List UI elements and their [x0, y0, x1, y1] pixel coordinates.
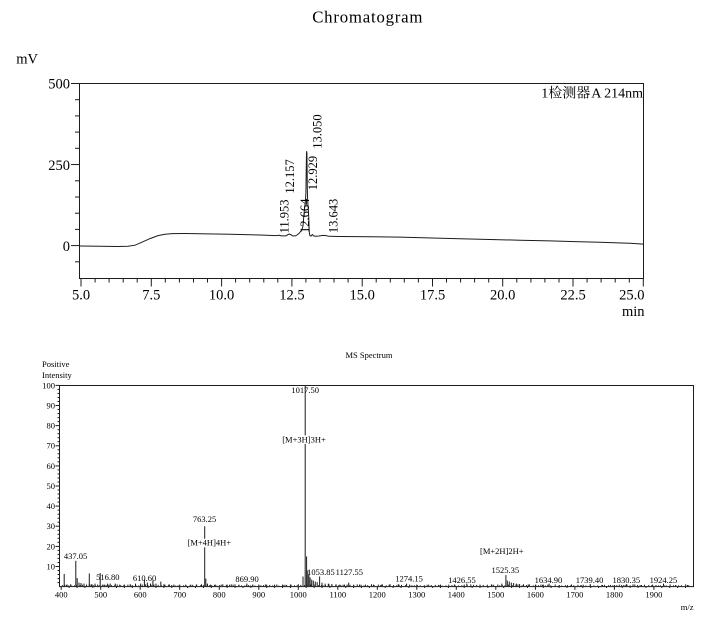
svg-text:1053.85: 1053.85 — [307, 567, 335, 577]
svg-text:[M+2H]2H+: [M+2H]2H+ — [480, 546, 524, 556]
svg-text:700: 700 — [173, 590, 186, 600]
svg-text:100: 100 — [42, 380, 55, 390]
svg-text:437.05: 437.05 — [64, 551, 87, 561]
svg-text:500: 500 — [48, 77, 70, 93]
svg-text:1700: 1700 — [566, 590, 583, 600]
svg-text:1400: 1400 — [448, 590, 465, 600]
svg-text:25.0: 25.0 — [619, 288, 644, 304]
svg-text:10: 10 — [47, 561, 56, 571]
svg-text:600: 600 — [134, 590, 147, 600]
svg-text:516.80: 516.80 — [96, 572, 119, 582]
svg-text:17.5: 17.5 — [420, 288, 445, 304]
svg-text:500: 500 — [94, 590, 107, 600]
svg-text:1426.55: 1426.55 — [448, 575, 476, 585]
svg-text:0: 0 — [63, 239, 70, 255]
svg-text:mV: mV — [16, 52, 38, 68]
svg-text:1300: 1300 — [408, 590, 425, 600]
svg-text:400: 400 — [55, 590, 68, 600]
svg-text:5.0: 5.0 — [72, 288, 90, 304]
svg-text:1830.35: 1830.35 — [612, 575, 640, 585]
svg-text:1739.40: 1739.40 — [576, 575, 604, 585]
svg-text:A 214nm: A 214nm — [591, 87, 643, 102]
svg-text:30: 30 — [47, 521, 56, 531]
svg-text:[M+3H]3H+: [M+3H]3H+ — [282, 434, 326, 444]
svg-text:1000: 1000 — [290, 590, 307, 600]
svg-text:20.0: 20.0 — [490, 288, 515, 304]
svg-text:min: min — [622, 304, 645, 320]
svg-text:12.5: 12.5 — [279, 288, 304, 304]
svg-text:90: 90 — [47, 400, 56, 410]
svg-text:22.5: 22.5 — [560, 288, 585, 304]
svg-text:610.60: 610.60 — [133, 573, 156, 583]
svg-text:80: 80 — [47, 421, 56, 431]
svg-text:60: 60 — [47, 461, 56, 471]
svg-text:900: 900 — [252, 590, 265, 600]
svg-text:1525.35: 1525.35 — [491, 565, 519, 575]
svg-text:1100: 1100 — [329, 590, 346, 600]
svg-text:Intensity: Intensity — [42, 370, 72, 380]
svg-text:800: 800 — [213, 590, 226, 600]
svg-text:1800: 1800 — [606, 590, 623, 600]
svg-text:1127.55: 1127.55 — [336, 567, 363, 577]
svg-text:11.953: 11.953 — [277, 199, 291, 233]
svg-text:40: 40 — [47, 501, 56, 511]
svg-text:Positive: Positive — [42, 359, 70, 369]
svg-text:[M+4H]4H+: [M+4H]4H+ — [188, 538, 232, 548]
svg-text:1600: 1600 — [527, 590, 544, 600]
svg-text:7.5: 7.5 — [142, 288, 160, 304]
svg-text:1274.15: 1274.15 — [395, 574, 423, 584]
svg-text:15.0: 15.0 — [350, 288, 375, 304]
svg-text:12.929: 12.929 — [306, 156, 320, 190]
svg-text:1900: 1900 — [645, 590, 662, 600]
svg-text:MS Spectrum: MS Spectrum — [346, 350, 393, 360]
svg-text:13.050: 13.050 — [311, 114, 325, 148]
svg-text:50: 50 — [47, 481, 56, 491]
svg-text:12.664: 12.664 — [298, 198, 312, 233]
svg-text:1: 1 — [541, 87, 548, 102]
svg-text:m/z: m/z — [681, 602, 694, 612]
svg-text:1200: 1200 — [369, 590, 386, 600]
svg-text:1924.25: 1924.25 — [650, 575, 678, 585]
svg-text:10.0: 10.0 — [209, 288, 234, 304]
svg-text:1500: 1500 — [487, 590, 504, 600]
svg-text:20: 20 — [47, 541, 56, 551]
svg-text:250: 250 — [48, 158, 70, 174]
svg-text:869.90: 869.90 — [235, 574, 258, 584]
svg-text:13.643: 13.643 — [326, 199, 340, 233]
svg-text:70: 70 — [47, 441, 56, 451]
svg-text:1634.90: 1634.90 — [535, 575, 563, 585]
svg-text:12.157: 12.157 — [283, 159, 297, 193]
svg-text:763.25: 763.25 — [193, 514, 216, 524]
svg-text:Chromatogram: Chromatogram — [312, 8, 423, 27]
